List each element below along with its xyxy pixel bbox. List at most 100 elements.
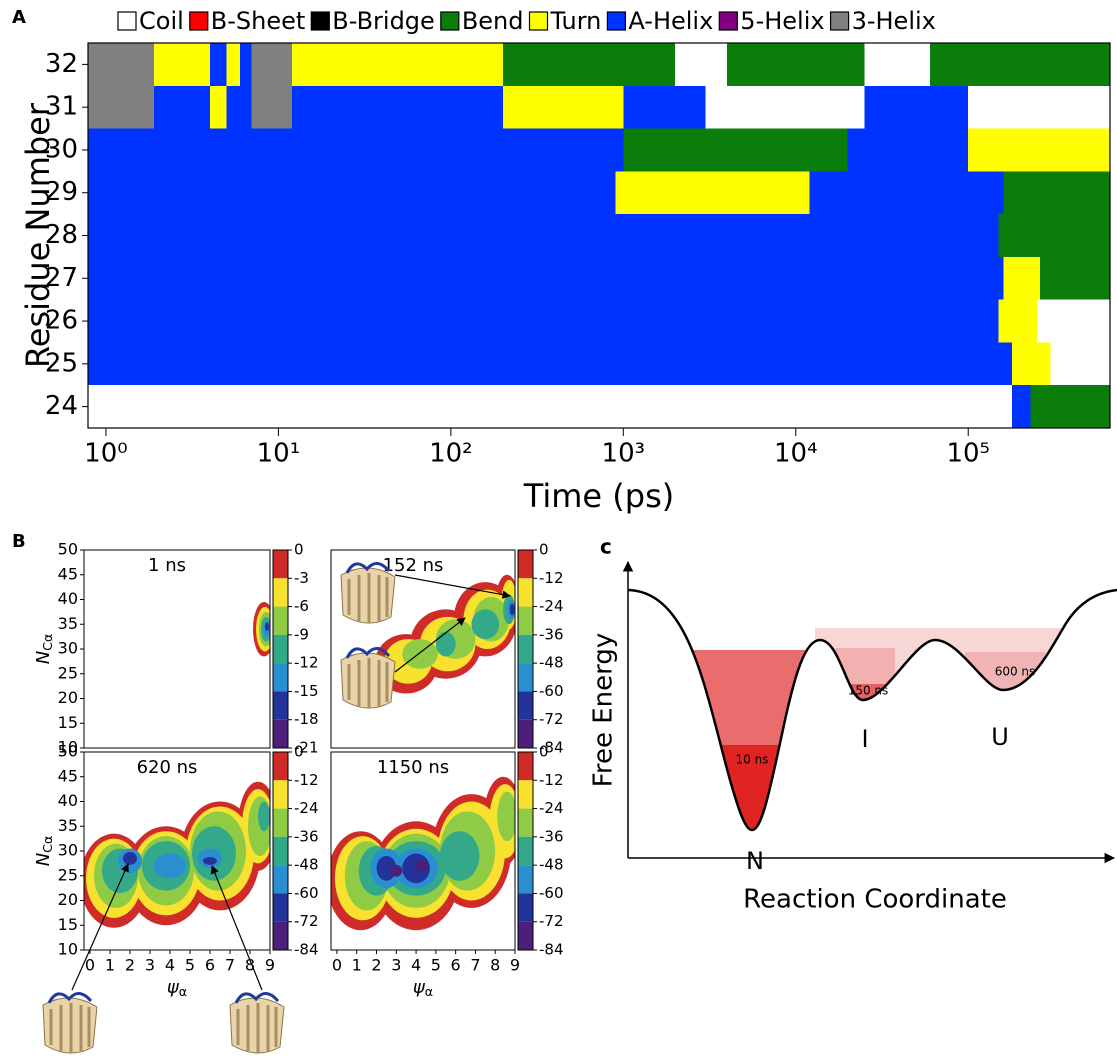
heatmap-cell (1039, 256, 1110, 300)
energy-diagram: c Free Energy Reaction Coordinate N I U … (589, 535, 1117, 915)
colorbar-tick-label: -12 (539, 771, 564, 789)
subplot-title: 152 ns (383, 555, 444, 576)
x-tick-label: 4 (411, 956, 421, 975)
y-axis-label-main: N (33, 651, 54, 664)
plot-frame (330, 549, 516, 749)
colorbar-band (518, 691, 533, 720)
y-tick-label: 20 (58, 890, 78, 909)
colorbar-band (518, 893, 533, 922)
contour-region (416, 859, 428, 873)
y-tick-label: 28 (45, 220, 78, 250)
heatmap-cell (998, 299, 1037, 343)
legend-label: 5-Helix (740, 7, 824, 35)
contour-region (258, 801, 270, 832)
x-tick-label: 2 (371, 956, 381, 975)
x-tick-label: 7 (470, 956, 480, 975)
colorbar-tick-label: 0 (539, 541, 549, 559)
legend-swatch (440, 11, 460, 31)
colorbar-band (273, 663, 288, 692)
contour-region (497, 791, 515, 842)
heatmap-cell (240, 43, 252, 86)
x-axis-label: Reaction Coordinate (743, 885, 1007, 915)
colorbar-band (518, 752, 533, 781)
x-tick-label: 0 (85, 956, 95, 975)
colorbar-tick-label: -60 (539, 682, 564, 700)
colorbar-band (273, 808, 288, 837)
colorbar-tick-label: -3 (294, 569, 309, 587)
heatmap-cell (88, 342, 1013, 386)
protein-icon (339, 561, 397, 625)
y-axis-label: NCα (33, 836, 54, 867)
arrow (394, 617, 466, 673)
colorbar-band (273, 836, 288, 866)
heatmap-cell (864, 43, 930, 86)
heatmap-cell (1012, 342, 1051, 386)
plot-frame (330, 751, 516, 951)
heatmap-cell (1036, 299, 1110, 343)
colorbar-tick-label: 0 (294, 743, 304, 761)
y-tick-label: 25 (58, 865, 78, 884)
heatmap-cell (727, 43, 865, 86)
colorbar-tick-label: -72 (539, 912, 564, 930)
heatmap-cell (623, 128, 848, 172)
y-tick-label: 45 (58, 766, 78, 785)
heatmap-cell (88, 385, 1013, 428)
x-axis-label: ψα (413, 977, 433, 998)
time-label: 600 ns (995, 665, 1036, 679)
colorbar-band (518, 606, 533, 635)
y-tick-label: 40 (58, 589, 78, 608)
state-label: I (861, 725, 868, 753)
colorbar-tick-label: 0 (294, 541, 304, 559)
x-tick-label: 6 (451, 956, 461, 975)
colorbar-tick-label: -48 (539, 856, 564, 874)
heatmap-cell (1050, 342, 1110, 386)
heatmap-cell (1003, 171, 1110, 215)
panel-label: B (12, 531, 26, 552)
y-tick-label: 29 (45, 177, 78, 207)
panel-label: A (12, 7, 26, 28)
legend-label: A-Helix (628, 7, 713, 35)
y-tick-label: 35 (58, 614, 78, 633)
heatmap-cell (502, 85, 624, 129)
arrow (71, 863, 129, 991)
heatmap-cell (226, 43, 241, 86)
colorbar-tick-label: -18 (294, 710, 319, 728)
legend-label: Coil (139, 7, 184, 35)
y-axis-label: Residue Number (19, 102, 57, 368)
x-tick-label: 10⁴ (774, 439, 818, 469)
heatmap-cell (929, 43, 1110, 86)
contour-region (439, 831, 480, 881)
legend-swatch (606, 11, 626, 31)
colorbar-tick-label: -9 (294, 625, 309, 643)
contour-region (203, 856, 217, 865)
colorbar-tick-label: -72 (539, 710, 564, 728)
x-tick-label: 1 (352, 956, 362, 975)
colorbar-tick-label: -6 (294, 597, 309, 615)
colorbar-band (273, 865, 288, 894)
y-tick-label: 25 (58, 663, 78, 682)
protein-icon (339, 646, 397, 710)
y-tick-label: 15 (58, 713, 78, 732)
heatmap-cell (1003, 256, 1040, 300)
state-label: U (991, 723, 1009, 751)
colorbar-tick-label: -60 (294, 884, 319, 902)
colorbar-tick-label: -60 (539, 884, 564, 902)
legend-swatch (189, 11, 209, 31)
legend-swatch (829, 11, 850, 31)
y-tick-label: 20 (58, 688, 78, 707)
heatmap-cell (968, 128, 1110, 172)
x-axis-label: ψα (167, 977, 187, 998)
subplot-title: 620 ns (137, 757, 198, 778)
colorbar-tick-label: -12 (539, 569, 564, 587)
y-tick-label: 15 (58, 915, 78, 934)
y-axis-label-sub: Cα (39, 634, 54, 651)
x-tick-label: 0 (332, 956, 342, 975)
heatmap-cell (88, 256, 1004, 300)
x-axis-label: Time (ps) (523, 477, 674, 515)
plot-area (84, 550, 270, 748)
colorbar-band (273, 921, 288, 950)
time-label: 10 ns (736, 753, 769, 767)
heatmap-cell (88, 43, 155, 86)
contour-region (390, 864, 403, 877)
x-tick-label: 1 (105, 956, 115, 975)
